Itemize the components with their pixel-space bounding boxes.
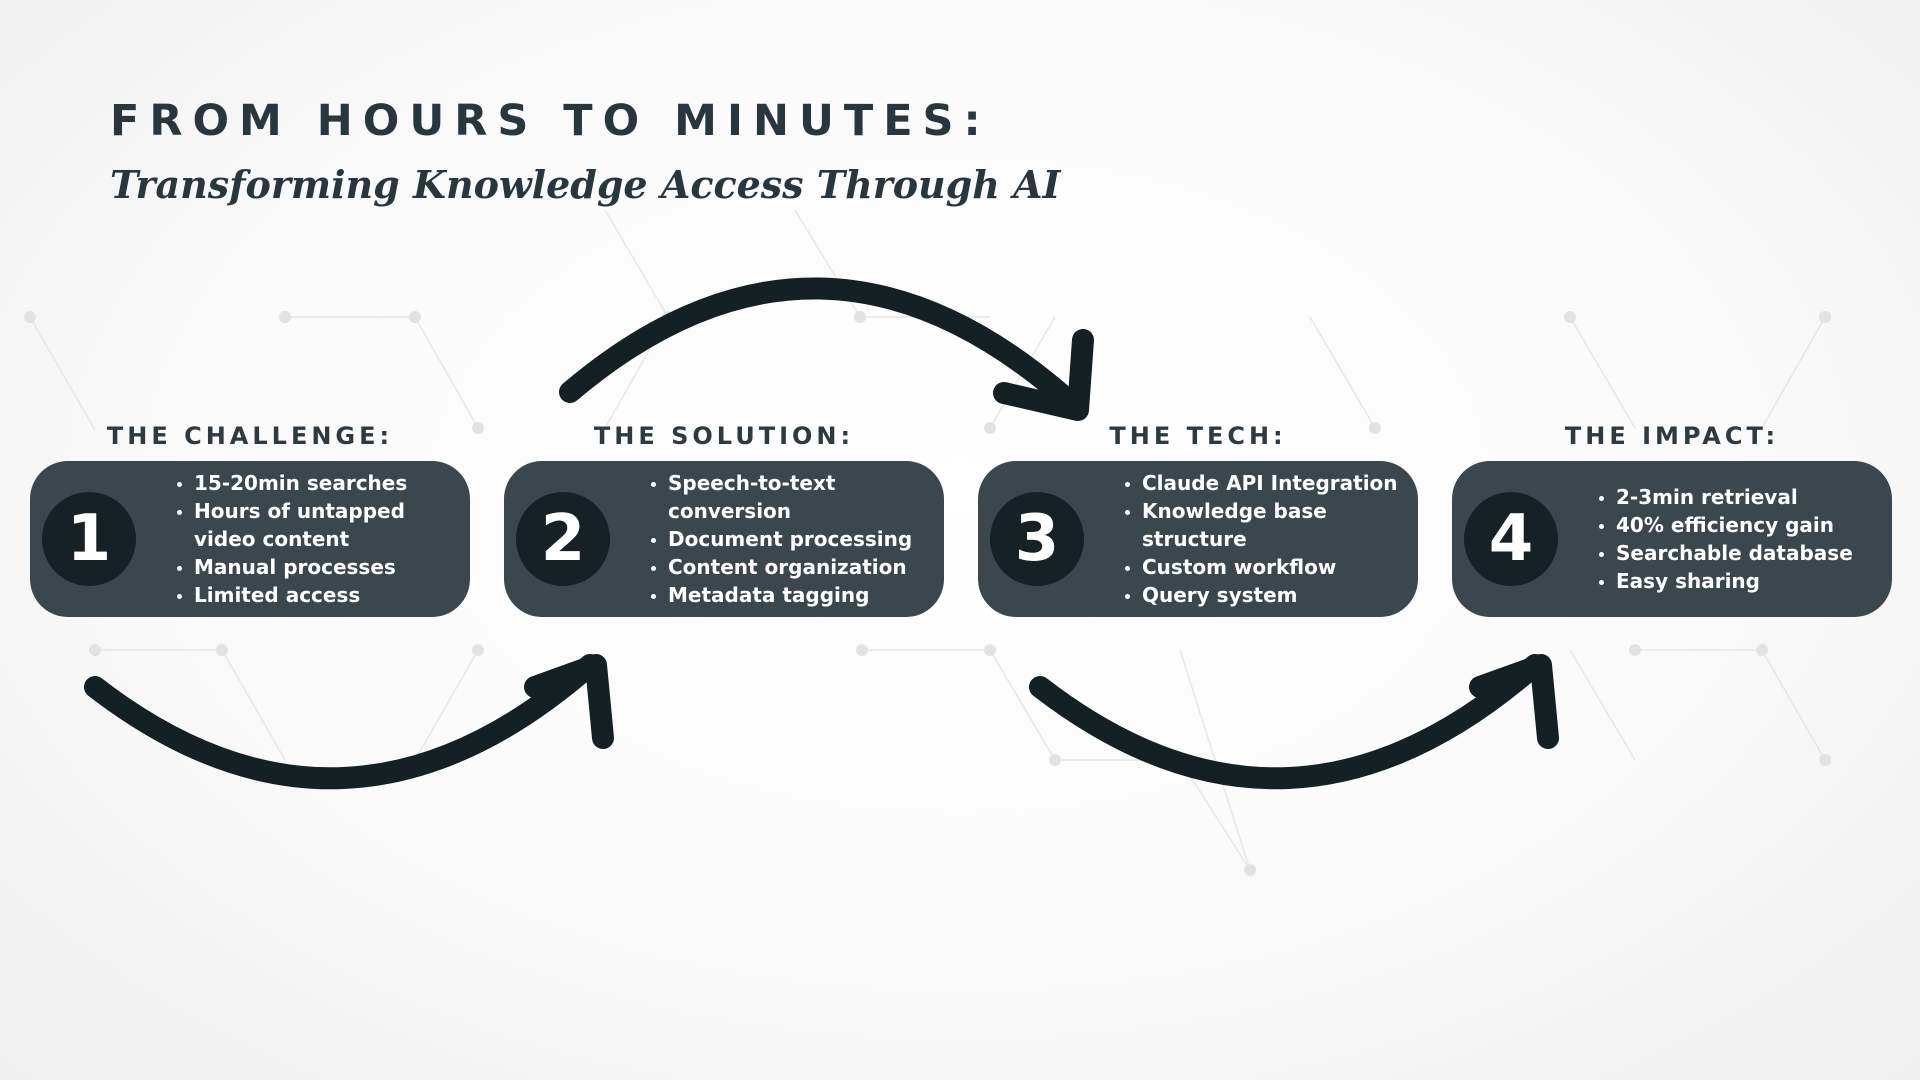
step-4-number: 4 (1464, 492, 1558, 586)
list-item: Manual processes (194, 553, 460, 581)
list-item: Easy sharing (1616, 567, 1882, 595)
step-3-number: 3 (990, 492, 1084, 586)
step-1-heading: THE CHALLENGE: (106, 422, 394, 450)
list-item: Document processing (668, 525, 934, 553)
arrow-curved-up-right-icon (1029, 654, 1559, 790)
list-item: Hours of untapped video content (194, 497, 460, 553)
list-item: Content organization (668, 553, 934, 581)
step-2-list: Speech-to-text conversion Document proce… (644, 461, 934, 617)
step-3-card: 3 Claude API Integration Knowledge base … (978, 461, 1418, 617)
step-1-number: 1 (42, 492, 136, 586)
arrow-curved-up-right-icon (84, 654, 614, 790)
arrow-curved-down-right-icon (559, 277, 1094, 421)
step-4-heading: THE IMPACT: (1564, 422, 1780, 450)
step-3-heading: THE TECH: (1109, 422, 1287, 450)
step-2-heading: THE SOLUTION: (593, 422, 855, 450)
list-item: Custom workflow (1142, 553, 1408, 581)
step-2-number: 2 (516, 492, 610, 586)
list-item: 2-3min retrieval (1616, 483, 1882, 511)
page-subtitle: Transforming Knowledge Access Through AI (110, 162, 1061, 207)
list-item: Claude API Integration (1142, 469, 1408, 497)
step-1-card: 1 15-20min searches Hours of untapped vi… (30, 461, 470, 617)
list-item: Query system (1142, 581, 1408, 609)
list-item: Searchable database (1616, 539, 1882, 567)
list-item: 40% efficiency gain (1616, 511, 1882, 539)
list-item: 15-20min searches (194, 469, 460, 497)
list-item: Knowledge base structure (1142, 497, 1408, 553)
list-item: Metadata tagging (668, 581, 934, 609)
step-2-card: 2 Speech-to-text conversion Document pro… (504, 461, 944, 617)
step-3-list: Claude API Integration Knowledge base st… (1118, 461, 1408, 617)
list-item: Speech-to-text conversion (668, 469, 934, 525)
list-item: Limited access (194, 581, 460, 609)
page-title: FROM HOURS TO MINUTES: (110, 96, 991, 146)
step-4-card: 4 2-3min retrieval 40% efficiency gain S… (1452, 461, 1892, 617)
step-1-list: 15-20min searches Hours of untapped vide… (170, 461, 460, 617)
step-4-list: 2-3min retrieval 40% efficiency gain Sea… (1592, 461, 1882, 617)
